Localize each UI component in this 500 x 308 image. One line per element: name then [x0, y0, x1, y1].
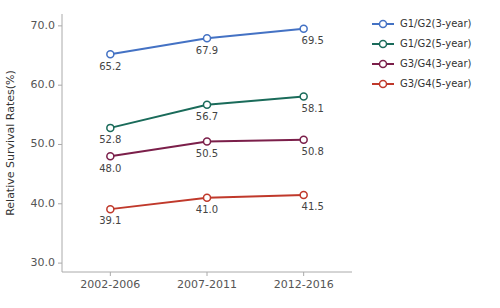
y-tick-label: 40.0 [31, 197, 56, 210]
y-tick [58, 263, 62, 264]
x-tick [110, 272, 111, 276]
data-labels: 65.2 67.9 69.5 52.8 56.7 58.1 48.0 50.5 50.8 39.1… [99, 35, 324, 226]
data-label: 69.5 [302, 35, 324, 46]
legend-marker [380, 41, 387, 48]
legend-label: G1/G2(5-year) [400, 38, 472, 49]
x-tick-label: 2012-2016 [274, 278, 334, 291]
legend-marker [380, 21, 387, 28]
point [107, 124, 114, 131]
data-label: 58.1 [302, 103, 324, 114]
point [300, 191, 307, 198]
data-label: 67.9 [196, 45, 218, 56]
y-tick [58, 85, 62, 86]
y-tick-label: 30.0 [31, 256, 56, 269]
y-tick-label: 70.0 [31, 19, 56, 32]
x-tick [207, 272, 208, 276]
y-tick-label: 50.0 [31, 137, 56, 150]
data-label: 50.5 [196, 148, 218, 159]
y-tick [58, 144, 62, 145]
legend-marker [380, 61, 387, 68]
data-label: 41.0 [196, 204, 218, 215]
plot-area [107, 25, 307, 212]
point [107, 153, 114, 160]
point [300, 93, 307, 100]
point [107, 51, 114, 58]
series-line [110, 96, 303, 127]
x-tick [303, 272, 304, 276]
y-tick [58, 203, 62, 204]
point [204, 138, 211, 145]
legend-label: G3/G4(3-year) [400, 58, 472, 69]
y-axis-label: Relative Survival Rates(%) [4, 70, 17, 216]
x-tick-label: 2007-2011 [177, 278, 237, 291]
point [204, 194, 211, 201]
data-label: 48.0 [99, 163, 121, 174]
legend: G1/G2(3-year) G1/G2(5-year) G3/G4(3-year) G… [372, 18, 472, 89]
point [204, 101, 211, 108]
y-tick-label: 60.0 [31, 78, 56, 91]
point [300, 25, 307, 32]
legend-label: G1/G2(3-year) [400, 18, 472, 29]
data-label: 65.2 [99, 61, 121, 72]
chart: 30.0 40.0 50.0 60.0 70.0 2002-2006 2007-2011 20… [0, 0, 500, 308]
y-axis-line [62, 14, 63, 272]
data-label: 52.8 [99, 134, 121, 145]
y-tick [58, 25, 62, 26]
legend-label: G3/G4(5-year) [400, 78, 472, 89]
point [204, 35, 211, 42]
data-label: 50.8 [302, 146, 324, 157]
data-label: 39.1 [99, 215, 121, 226]
data-label: 56.7 [196, 111, 218, 122]
legend-marker [380, 81, 387, 88]
x-tick-label: 2002-2006 [80, 278, 140, 291]
point [107, 206, 114, 213]
data-label: 41.5 [302, 201, 324, 212]
point [300, 136, 307, 143]
